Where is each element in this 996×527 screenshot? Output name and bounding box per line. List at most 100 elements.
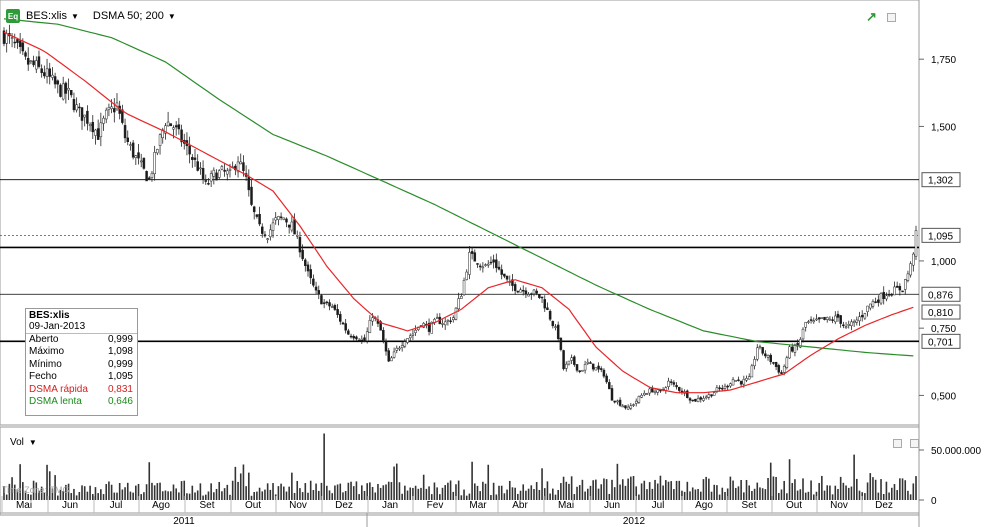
candle-body	[400, 345, 404, 349]
volume-bar	[796, 490, 799, 500]
volume-bar	[277, 486, 280, 500]
candle-body	[88, 124, 92, 127]
candle-body	[505, 275, 509, 280]
tooltip-row-open: Aberto 0,999	[29, 334, 133, 345]
volume-bar	[132, 492, 134, 500]
candle-body	[667, 380, 670, 387]
window-square-icon[interactable]	[910, 439, 919, 448]
volume-bar	[363, 490, 366, 500]
candle-body	[809, 319, 813, 321]
volume-bar	[328, 490, 331, 500]
candle-body	[295, 235, 299, 237]
candle-body	[524, 290, 528, 295]
candle-body	[774, 362, 778, 367]
candle-body	[799, 339, 802, 348]
volume-bar	[439, 494, 441, 500]
candle-body	[834, 315, 837, 323]
volume-bar	[549, 493, 551, 500]
candle-body	[731, 379, 735, 386]
volume-bar	[527, 488, 530, 500]
volume-bar	[901, 478, 904, 500]
volume-bar	[239, 473, 242, 500]
volume-bar	[675, 480, 678, 500]
volume-bar	[38, 490, 40, 500]
volume-bar	[379, 487, 382, 500]
volume-bar	[815, 491, 818, 500]
volume-bar	[301, 492, 304, 500]
window-square-icon[interactable]	[886, 12, 896, 22]
volume-bar	[164, 490, 167, 500]
time-axis: Mai Jun Jul Ago Set Out Nov Dez Jan Fev Mar Abr Mai J…	[0, 496, 919, 527]
symbol-dropdown[interactable]: BES:xlis ▼	[26, 10, 79, 22]
candle-body	[546, 307, 549, 311]
candle-body	[578, 370, 581, 372]
candle-body	[139, 160, 143, 163]
volume-bar	[896, 490, 898, 500]
candle-body	[196, 161, 199, 171]
volume-bar	[161, 491, 164, 500]
candle-body	[828, 318, 832, 321]
candle-body	[274, 217, 277, 221]
volume-dropdown[interactable]: Vol ▼	[10, 437, 37, 448]
candle-body	[148, 177, 151, 180]
volume-bar	[780, 489, 783, 500]
candle-body	[594, 367, 598, 371]
volume-bar	[113, 492, 116, 500]
tooltip-date: 09-Jan-2013	[26, 321, 137, 334]
volume-bar	[75, 495, 78, 500]
candle-body	[387, 350, 390, 362]
candle-body	[129, 144, 132, 146]
volume-bar	[148, 462, 151, 500]
candle-body	[53, 76, 57, 85]
volume-bar	[264, 489, 266, 500]
candle-body	[858, 316, 861, 322]
volume-bar	[30, 494, 32, 500]
chevron-down-icon: ▼	[70, 11, 79, 21]
month-label: Out	[245, 500, 261, 511]
candle-body	[86, 110, 89, 124]
volume-bar	[312, 490, 315, 500]
candle-body	[597, 365, 600, 370]
volume-bar	[334, 485, 336, 500]
volume-bar	[600, 484, 603, 500]
chart-toolbar: Eq BES:xlis ▼ DSMA 50; 200 ▼	[6, 8, 176, 24]
candle-body	[314, 286, 318, 291]
volume-bar	[656, 483, 659, 500]
trend-up-icon[interactable]: ↗	[866, 9, 877, 24]
volume-bar	[772, 476, 775, 500]
candle-body	[21, 42, 25, 52]
window-square-icon[interactable]	[893, 439, 902, 448]
candle-body	[457, 298, 460, 310]
volume-bar	[167, 491, 169, 500]
candle-body	[478, 265, 482, 268]
volume-bar	[355, 481, 358, 500]
candle-body	[312, 278, 315, 286]
volume-bar	[65, 484, 67, 500]
volume-bar	[48, 471, 51, 500]
volume-bar	[116, 492, 118, 500]
volume-bar	[646, 489, 648, 500]
volume-bar	[689, 491, 691, 500]
candle-body	[460, 296, 463, 299]
y-tick-label: 0,750	[931, 324, 956, 335]
volume-bar	[670, 481, 672, 500]
volume-bar	[129, 491, 132, 500]
horizontal-lines	[0, 179, 919, 343]
volume-bar	[35, 482, 38, 500]
volume-bar	[691, 487, 694, 500]
candle-body	[586, 361, 590, 364]
candle-body	[831, 319, 834, 321]
volume-bar	[837, 489, 839, 500]
volume-bar	[635, 486, 638, 500]
volume-bar	[864, 493, 866, 500]
volume-bar	[888, 492, 890, 500]
indicator-dropdown[interactable]: DSMA 50; 200 ▼	[93, 10, 176, 22]
volume-bar	[97, 493, 99, 500]
volume-bar	[191, 485, 194, 500]
volume-bar	[237, 481, 239, 500]
volume-bar	[708, 478, 710, 500]
volume-bar	[159, 482, 161, 500]
price-label: 0,701	[928, 337, 953, 348]
candle-body	[895, 285, 899, 288]
